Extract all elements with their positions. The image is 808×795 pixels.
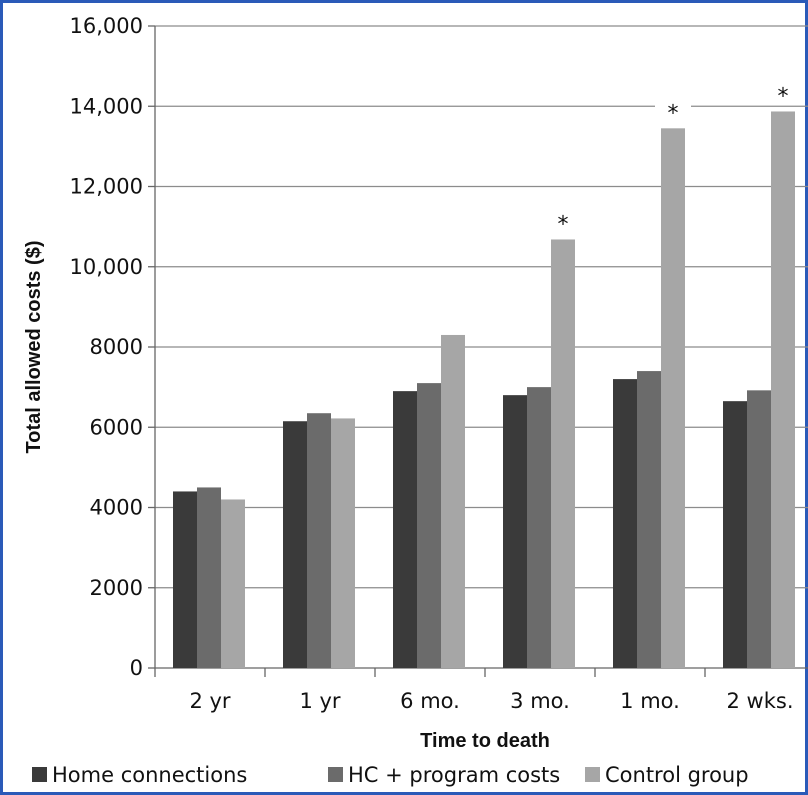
y-tick-label: 10,000 <box>70 255 143 279</box>
gridlines <box>155 25 808 589</box>
bar <box>637 371 661 668</box>
bar <box>393 391 417 668</box>
x-axis-title: Time to death <box>420 730 550 752</box>
legend-label: Control group <box>605 763 749 787</box>
bar <box>197 487 221 668</box>
y-axis-title: Total allowed costs ($) <box>23 241 45 454</box>
legend-label: Home connections <box>52 763 247 787</box>
legend: Home connections HC + program costs Contro… <box>32 763 749 787</box>
y-tick-label: 16,000 <box>70 14 143 38</box>
bar <box>771 111 795 668</box>
x-tick-label: 6 mo. <box>400 689 460 713</box>
y-tick-label: 12,000 <box>70 175 143 199</box>
bar <box>283 421 307 668</box>
bar <box>441 334 465 668</box>
bar <box>331 418 355 668</box>
significance-marker: * <box>778 84 789 109</box>
annotation-mask <box>655 92 691 119</box>
bar <box>221 499 245 668</box>
bar <box>747 390 771 668</box>
y-tick-label: 14,000 <box>70 94 143 118</box>
bar <box>551 239 575 668</box>
legend-swatch <box>32 767 47 782</box>
axes <box>148 25 808 677</box>
x-tick-label: 3 mo. <box>510 689 570 713</box>
x-tick-label: 2 yr <box>189 689 230 713</box>
y-tick-label: 0 <box>130 656 143 680</box>
x-tick-label: 1 mo. <box>620 689 680 713</box>
x-tick-label: 1 yr <box>299 689 340 713</box>
bar <box>307 413 331 668</box>
x-tick-label: 2 wks. <box>727 689 794 713</box>
bar <box>503 395 527 668</box>
y-tick-label: 4000 <box>90 496 143 520</box>
bar <box>173 491 197 668</box>
bar <box>613 379 637 668</box>
legend-label: HC + program costs <box>348 763 560 787</box>
legend-swatch <box>328 767 343 782</box>
y-tick-label: 2000 <box>90 576 143 600</box>
annotation-mask <box>765 75 801 102</box>
bars <box>173 75 801 669</box>
bar <box>527 387 551 668</box>
y-tick-label: 6000 <box>90 415 143 439</box>
bar <box>723 401 747 668</box>
bar <box>661 128 685 669</box>
legend-swatch <box>585 767 600 782</box>
tick-labels: 0 2000 4000 6000 8000 10,000 12,000 14,000 16,00… <box>70 14 794 713</box>
y-tick-label: 8000 <box>90 335 143 359</box>
significance-marker: * <box>668 101 679 126</box>
bar <box>417 383 441 668</box>
significance-marker: * <box>558 212 569 237</box>
annotation-mask <box>545 203 581 230</box>
